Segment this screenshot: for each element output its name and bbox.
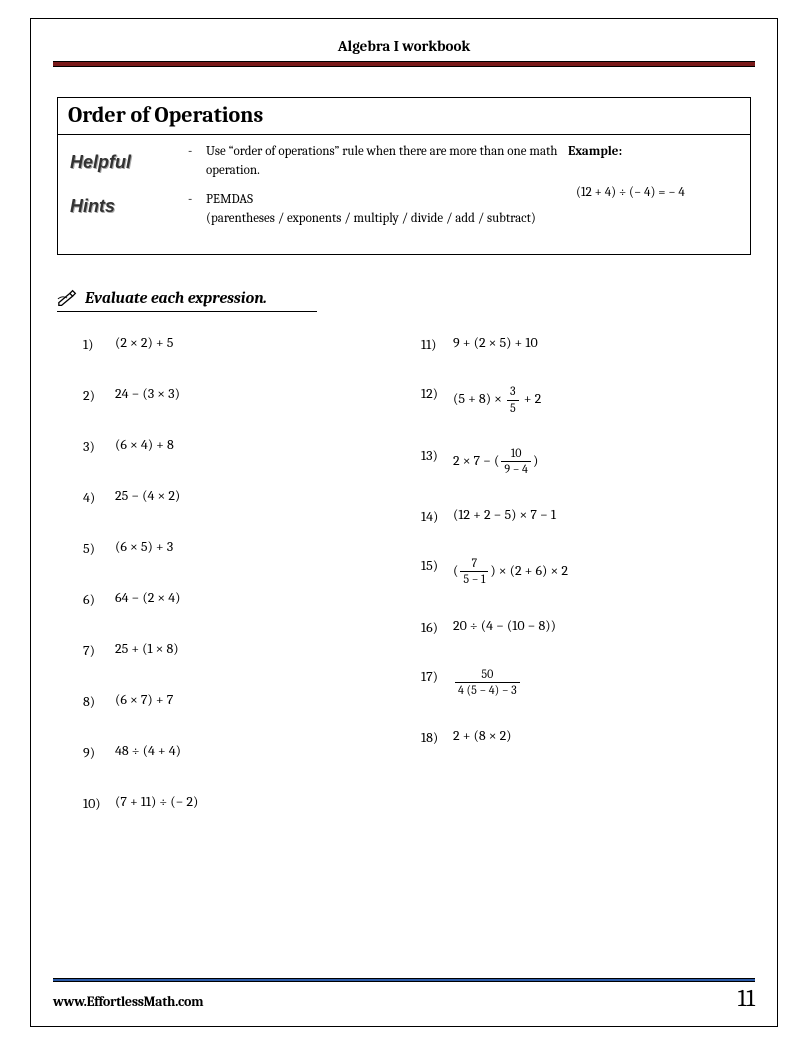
problem-number: 17) [421,668,453,685]
problem-number: 14) [421,508,453,525]
problem-expression: 2 × 7 − (109 − 4) [453,447,538,476]
problem-number: 1) [83,336,115,353]
problem-number: 16) [421,619,453,636]
problem-item: 14)(12 + 2 − 5) × 7 − 1 [421,508,739,525]
problem-item: 7) 25 + (1 × 8) [83,642,401,659]
problem-number: 11) [421,336,453,353]
problem-item: 15)(75 − 1) × (2 + 6) × 2 [421,557,739,586]
problem-expression: (75 − 1) × (2 + 6) × 2 [453,557,568,586]
problem-expression: 25 − (4 × 2) [115,489,180,503]
problem-expression: (5 + 8) × 35 + 2 [453,385,541,414]
problem-item: 2) 24 − (3 × 3) [83,387,401,404]
header-rule [53,61,755,67]
problem-number: 4) [83,489,115,506]
problem-number: 8) [83,693,115,710]
problem-number: 2) [83,387,115,404]
problem-number: 18) [421,729,453,746]
problem-number: 5) [83,540,115,557]
problem-expression: 64 − (2 × 4) [115,591,181,605]
problem-expression: 48 ÷ (4 + 4) [115,744,181,758]
workbook-page: Algebra I workbook Order of Operations H… [30,18,778,1027]
example-column: Example: (12 + 4) ÷ (− 4) = − 4 [568,143,738,238]
problem-expression: 24 − (3 × 3) [115,387,180,401]
example-expression: (12 + 4) ÷ (− 4) = − 4 [568,184,738,203]
footer: www.EffortlessMath.com 11 [53,984,755,1012]
problem-number: 7) [83,642,115,659]
problem-expression: (6 × 7) + 7 [115,693,173,707]
problem-expression: (6 × 4) + 8 [115,438,174,452]
instruction-text: Evaluate each expression. [85,289,267,307]
problem-number: 3) [83,438,115,455]
hint-text: PEMDAS (parentheses / exponents / multip… [206,191,536,229]
problem-item: 10)(7 + 11) ÷ (− 2) [83,795,401,812]
page-header-title: Algebra I workbook [53,37,755,55]
problem-item: 8)(6 × 7) + 7 [83,693,401,710]
hint-text: Use “order of operations” rule when ther… [206,143,560,181]
problem-expression: 2 + (8 × 2) [453,729,512,743]
pencil-icon [57,289,79,307]
hint-item: Use “order of operations” rule when ther… [188,143,560,181]
problem-expression: 9 + (2 × 5) + 10 [453,336,538,350]
page-number: 11 [738,984,755,1012]
problem-item: 11)9 + (2 × 5) + 10 [421,336,739,353]
problem-number: 12) [421,385,453,402]
footer-rule [53,978,755,982]
problem-expression: (12 + 2 − 5) × 7 − 1 [453,508,556,522]
problems-column-right: 11)9 + (2 × 5) + 10 12)(5 + 8) × 35 + 2 13… [421,336,739,846]
instruction: Evaluate each expression. [57,289,317,312]
problem-item: 6) 64 − (2 × 4) [83,591,401,608]
problem-item: 12)(5 + 8) × 35 + 2 [421,385,739,414]
problem-item: 4) 25 − (4 × 2) [83,489,401,506]
problem-item: 16)20 ÷ (4 − (10 − 8)) [421,619,739,636]
problems-area: 1)(2 × 2) + 5 2) 24 − (3 × 3) 3)(6 × 4) + … [53,318,755,846]
example-label: Example: [568,143,738,162]
hints-list: Use “order of operations” rule when ther… [188,143,560,238]
hints-label: Helpful Hints [70,143,180,238]
problem-item: 13)2 × 7 − (109 − 4) [421,447,739,476]
problem-item: 18)2 + (8 × 2) [421,729,739,746]
problem-number: 15) [421,557,453,574]
problem-expression: 504 (5 − 4) − 3 [453,668,522,697]
problem-item: 17)504 (5 − 4) − 3 [421,668,739,697]
problem-expression: 20 ÷ (4 − (10 − 8)) [453,619,556,633]
hints-label-line2: Hints [70,189,180,223]
hints-label-line1: Helpful [70,145,180,179]
problem-item: 3)(6 × 4) + 8 [83,438,401,455]
problem-expression: (7 + 11) ÷ (− 2) [115,795,198,809]
hints-row: Helpful Hints Use “order of operations” … [58,135,750,254]
problems-column-left: 1)(2 × 2) + 5 2) 24 − (3 × 3) 3)(6 × 4) + … [83,336,401,846]
problem-expression: 25 + (1 × 8) [115,642,179,656]
problem-number: 10) [83,795,115,812]
problem-number: 13) [421,447,453,464]
problem-number: 9) [83,744,115,761]
hint-item: PEMDAS (parentheses / exponents / multip… [188,191,560,229]
problem-item: 9) 48 ÷ (4 + 4) [83,744,401,761]
problem-expression: (2 × 2) + 5 [115,336,173,350]
problem-item: 1)(2 × 2) + 5 [83,336,401,353]
problem-number: 6) [83,591,115,608]
problem-expression: (6 × 5) + 3 [115,540,173,554]
topic-title: Order of Operations [58,98,750,135]
footer-site: www.EffortlessMath.com [53,993,203,1010]
topic-box: Order of Operations Helpful Hints Use “o… [57,97,751,255]
problem-item: 5)(6 × 5) + 3 [83,540,401,557]
